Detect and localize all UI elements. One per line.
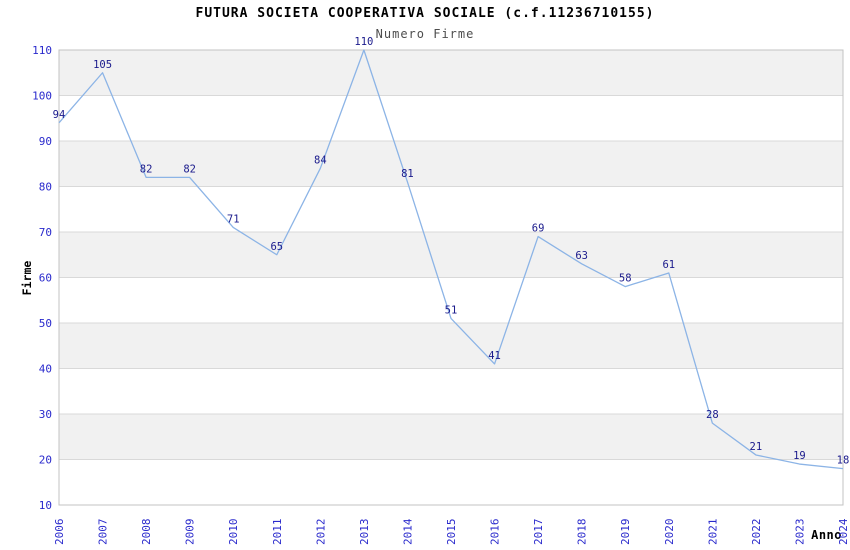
data-point-label: 19 [793,450,806,462]
series-line [58,49,844,470]
y-tick-label: 40 [39,363,52,376]
data-point-label: 65 [270,241,283,253]
data-point-label: 18 [837,455,850,467]
y-tick-label: 70 [39,226,52,239]
data-point-label: 105 [93,59,112,71]
y-tick-label: 110 [32,44,52,57]
y-tick-label: 100 [32,90,52,103]
data-point-label: 51 [445,304,458,316]
x-tick-label: 2013 [358,519,371,546]
data-point-label: 61 [662,259,675,271]
x-tick-label: 2015 [445,519,458,546]
data-point-label: 81 [401,168,414,180]
x-axis-title: Anno [811,528,842,542]
data-point-label: 58 [619,273,632,285]
data-point-label: 21 [750,441,763,453]
data-point-label: 94 [53,109,66,121]
chart-subtitle: Numero Firme [375,27,475,41]
y-tick-label: 80 [39,181,52,194]
data-point-label: 84 [314,154,327,166]
plot-band [59,232,843,278]
plot-border [58,49,844,506]
y-tick-label: 20 [39,454,52,467]
y-tick-label: 10 [39,499,52,512]
plot-band [59,141,843,187]
x-tick-label: 2017 [532,519,545,546]
y-tick-label: 50 [39,317,52,330]
data-point-label: 28 [706,409,719,421]
x-tick-label: 2009 [184,519,197,546]
x-tick-label: 2012 [314,519,327,546]
data-point-label: 41 [488,350,501,362]
x-tick-label: 2006 [53,519,66,546]
data-point-label: 71 [227,213,240,225]
x-tick-label: 2016 [489,519,502,546]
plot-band [59,323,843,369]
plot-band [59,50,843,96]
x-tick-label: 2018 [576,519,589,546]
chart-title: FUTURA SOCIETA COOPERATIVA SOCIALE (c.f.… [195,6,655,21]
x-tick-label: 2022 [750,519,763,546]
data-point-label: 82 [140,163,153,175]
x-tick-label: 2008 [140,519,153,546]
x-tick-label: 2021 [706,519,719,546]
y-tick-label: 90 [39,135,52,148]
data-point-label: 63 [575,250,588,262]
x-tick-label: 2020 [663,519,676,546]
data-point-label: 69 [532,223,545,235]
plot-band [59,414,843,460]
x-tick-label: 2019 [619,519,632,546]
x-tick-label: 2024 [837,518,850,545]
x-tick-label: 2023 [793,519,806,546]
x-tick-label: 2011 [271,519,284,546]
x-tick-label: 2014 [401,518,414,545]
data-point-label: 110 [354,36,373,48]
y-tick-label: 30 [39,408,52,421]
y-tick-label: 60 [39,272,52,285]
x-tick-label: 2010 [227,519,240,546]
data-point-label: 82 [183,163,196,175]
x-tick-label: 2007 [97,519,110,546]
